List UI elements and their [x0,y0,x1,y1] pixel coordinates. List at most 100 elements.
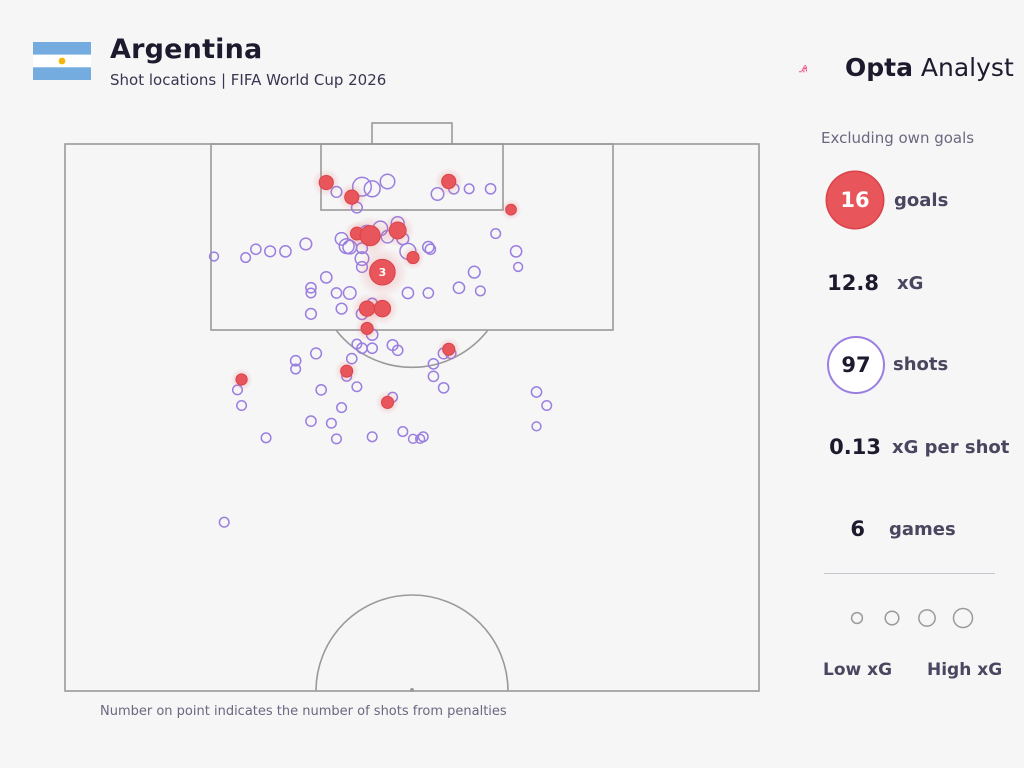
legend-high-label: High xG [927,660,1003,680]
pitch-lines [64,122,760,692]
brand-name-rest: Analyst [912,53,1014,82]
shot-point [414,433,426,445]
goals-badge: 16 [827,172,883,228]
logo-pixel [801,69,804,71]
logo-pixel [804,65,806,67]
shot-point [422,287,435,299]
shot-point [305,287,317,299]
xg-per-shot-label: xG per shot [892,437,1010,458]
shot-point [427,370,440,383]
logo-pixel [803,71,805,73]
shot-point [474,285,486,297]
xg-value: 12.8 [827,271,879,295]
goal-point [340,364,354,378]
goal-point [388,221,407,240]
stats-note: Excluding own goals [821,129,975,147]
shot-point [391,344,404,357]
stats-divider [824,573,995,574]
shot-point [289,354,302,367]
shot-point [484,182,497,195]
shot-point [250,243,262,256]
goal-point [505,203,517,216]
logo-pixel [804,66,806,68]
shot-point [319,270,333,284]
shot-point [463,183,475,195]
goal-point [369,258,396,286]
shot-point [427,357,440,370]
shot-point [218,516,230,528]
legend-size-circle [850,611,864,625]
flag-stripe-bottom [33,67,91,80]
shot-point [366,342,379,355]
shot-point [531,421,542,432]
shot-point [437,381,450,394]
shots-layer: 3 [208,167,553,528]
brand-name-bold: Opta [845,53,913,82]
shot-point [315,384,328,396]
goal-point [344,189,360,205]
shot-point [279,244,292,258]
goal [371,122,453,145]
shot-point [512,261,524,273]
goals-label: goals [894,190,949,211]
logo-pixel [805,71,807,73]
logo-pixel [803,66,805,68]
logo-pixel [805,68,807,70]
brand-name: Opta Analyst [845,53,1014,82]
legend-size-circle [918,609,936,627]
shot-point [424,243,437,256]
xg-size-legend [850,607,974,629]
shot-point [335,302,348,315]
goal-point [373,299,392,318]
games-label: games [889,519,956,540]
footnote: Number on point indicates the number of … [100,704,507,719]
shot-point [401,286,415,300]
shot-point [530,386,543,398]
shot-point [541,399,553,412]
flag-sun-icon [58,57,66,65]
shot-point [264,245,277,258]
goal-point [359,225,381,247]
xg-per-shot-value: 0.13 [829,435,881,459]
shot-point [509,244,523,258]
shot-point [366,431,378,443]
goal-point [235,373,248,386]
shot-point [330,433,343,445]
shot-point [305,415,317,427]
shot-point [467,265,481,279]
shot-point [236,399,248,412]
logo-pixel [799,71,801,73]
shot-point [304,307,318,320]
logo-pixel [805,66,807,68]
shots-label: shots [893,354,949,375]
shot-point [342,285,357,300]
shot-point [363,180,381,198]
shot-point [452,281,466,295]
shots-badge: 97 [827,336,885,394]
shot-point [330,287,343,299]
goal-point [442,342,456,356]
legend-low-label: Low xG [823,660,893,680]
page-subtitle: Shot locations | FIFA World Cup 2026 [110,71,387,89]
shot-point [299,237,313,251]
penalty-count-label: 3 [379,266,387,279]
shot-point [260,432,272,444]
shot-point [351,381,363,393]
logo-pixel [801,68,804,70]
goal-point [360,321,374,335]
shot-point [379,173,396,190]
logo-pixel [805,69,807,71]
goal-point [380,395,395,409]
logo-pixel [800,69,802,71]
shot-point [325,417,337,429]
shot-point [309,347,323,360]
goal-point [441,173,457,190]
goal-point [406,251,420,265]
shot-point [208,251,220,262]
shot-point [240,252,252,264]
logo-pixel [800,71,802,73]
xg-label: xG [897,273,924,294]
logo-pixel [804,68,806,70]
shot-point [290,363,302,375]
